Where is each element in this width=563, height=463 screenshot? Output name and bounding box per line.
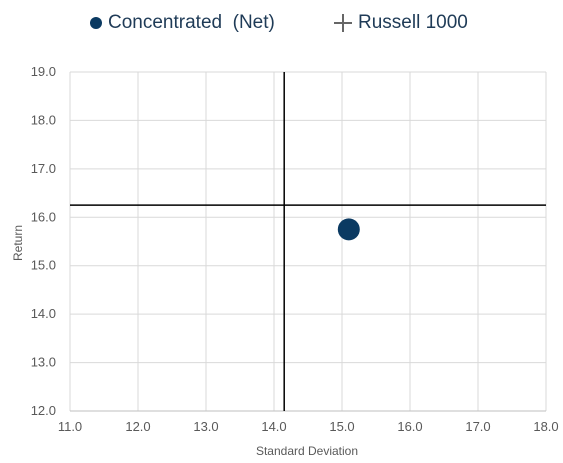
y-tick-label: 17.0 bbox=[31, 161, 56, 176]
y-tick-labels: 12.0 13.0 14.0 15.0 16.0 17.0 18.0 19.0 bbox=[31, 64, 56, 418]
y-tick-label: 19.0 bbox=[31, 64, 56, 79]
y-tick-label: 15.0 bbox=[31, 258, 56, 273]
y-tick-label: 12.0 bbox=[31, 403, 56, 418]
concentrated-net-point bbox=[337, 218, 360, 241]
y-tick-label: 14.0 bbox=[31, 306, 56, 321]
x-tick-label: 18.0 bbox=[533, 419, 558, 434]
y-tick-label: 13.0 bbox=[31, 355, 56, 370]
x-tick-label: 13.0 bbox=[193, 419, 218, 434]
grid bbox=[69, 71, 547, 412]
x-axis-label: Standard Deviation bbox=[256, 444, 358, 458]
x-tick-labels: 11.0 12.0 13.0 14.0 15.0 16.0 17.0 18.0 bbox=[58, 419, 559, 434]
legend-item-concentrated: Concentrated (Net) bbox=[90, 12, 275, 34]
legend-label-concentrated: Concentrated (Net) bbox=[108, 12, 275, 33]
legend-label-russell: Russell 1000 bbox=[358, 12, 468, 33]
x-tick-label: 14.0 bbox=[261, 419, 286, 434]
y-tick-label: 18.0 bbox=[31, 112, 56, 127]
x-tick-label: 16.0 bbox=[397, 419, 422, 434]
y-axis-label: Return bbox=[11, 225, 25, 261]
x-tick-label: 15.0 bbox=[329, 419, 354, 434]
legend-item-russell: Russell 1000 bbox=[334, 12, 468, 34]
y-tick-label: 16.0 bbox=[31, 209, 56, 224]
legend: Concentrated (Net) Russell 1000 bbox=[0, 12, 563, 42]
x-tick-label: 17.0 bbox=[465, 419, 490, 434]
russell-1000-crosshair bbox=[70, 72, 546, 411]
crosshair-marker-icon bbox=[334, 14, 352, 32]
points bbox=[337, 218, 360, 241]
x-tick-label: 12.0 bbox=[125, 419, 150, 434]
x-tick-label: 11.0 bbox=[58, 419, 82, 434]
dot-marker-icon bbox=[90, 17, 102, 29]
